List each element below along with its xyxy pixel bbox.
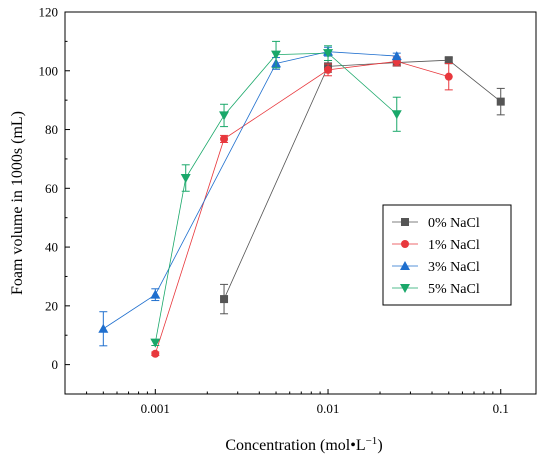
y-tick-label: 120 — [39, 5, 59, 20]
legend-marker — [401, 218, 409, 226]
series-3 — [150, 40, 402, 348]
legend: 0% NaCl 1% NaCl 3% NaCl 5% NaCl — [382, 204, 512, 306]
x-axis-title: Concentration (mol•L−1) — [225, 435, 382, 454]
y-tick-label: 40 — [45, 240, 58, 255]
data-point — [219, 111, 230, 121]
legend-label: 3% NaCl — [428, 260, 480, 275]
data-point — [98, 323, 109, 333]
axis-ticks: 0 20 40 60 80 100 120 0.001 0.01 0.1 — [39, 5, 509, 417]
data-point — [150, 289, 161, 299]
y-tick-label: 20 — [45, 298, 58, 313]
legend-marker — [400, 261, 410, 270]
x-tick-label: 0.001 — [141, 401, 170, 416]
y-tick-label: 100 — [39, 63, 59, 78]
legend-marker — [400, 284, 410, 293]
data-point — [324, 65, 333, 74]
data-point — [391, 110, 402, 120]
series-line — [103, 51, 397, 330]
data-point — [444, 56, 453, 65]
plot-frame — [64, 11, 537, 395]
data-point — [220, 134, 229, 143]
data-point — [323, 49, 334, 59]
series-line — [154, 52, 398, 343]
x-tick-label: 0.1 — [493, 401, 509, 416]
data-point — [150, 338, 161, 348]
y-tick-label: 0 — [52, 357, 59, 372]
legend-label: 0% NaCl — [428, 216, 480, 231]
series-2 — [98, 46, 402, 347]
legend-label: 5% NaCl — [428, 282, 480, 297]
x-tick-label: 0.01 — [317, 401, 340, 416]
legend-label: 1% NaCl — [428, 238, 480, 253]
legend-marker — [401, 240, 409, 248]
data-point — [496, 97, 505, 106]
series-layer — [98, 40, 505, 358]
data-point — [271, 50, 282, 60]
data-point — [180, 174, 191, 184]
y-tick-label: 60 — [45, 181, 58, 196]
data-point — [151, 349, 160, 358]
data-point — [220, 295, 229, 304]
data-point — [444, 72, 453, 81]
y-tick-label: 80 — [45, 122, 58, 137]
data-point — [391, 51, 402, 61]
y-axis-title: Foam volume in 1000s (mL) — [9, 111, 26, 295]
